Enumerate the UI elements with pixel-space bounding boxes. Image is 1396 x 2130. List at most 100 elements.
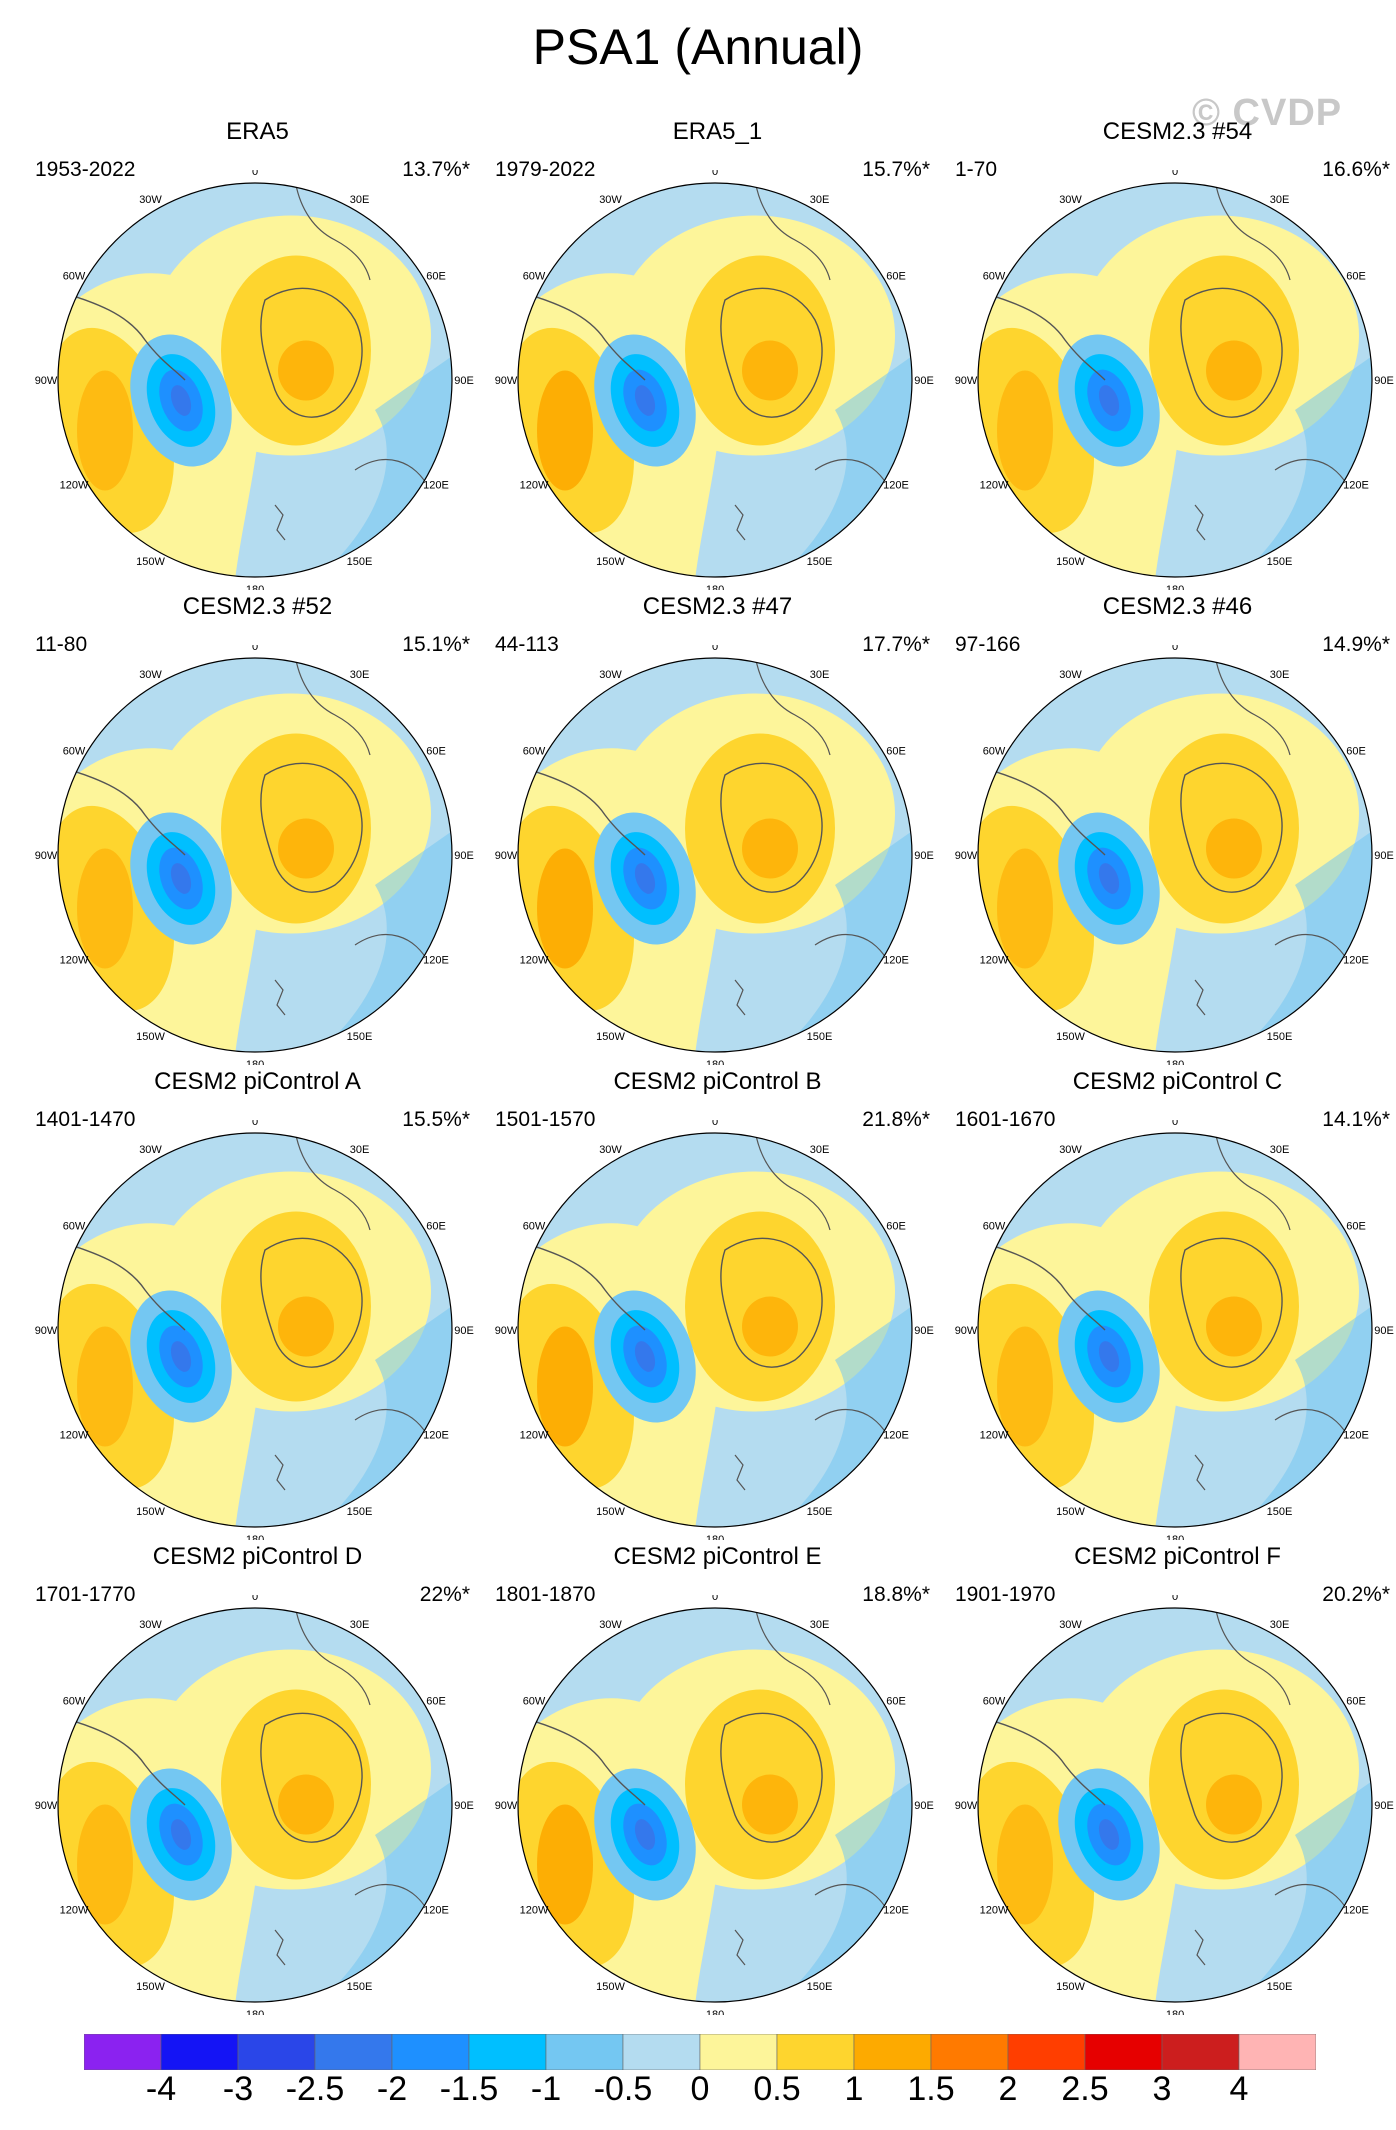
panel-percent-variance: 20.2%* [1322,1583,1390,1606]
longitude-label: 150W [596,1981,625,1993]
colorbar [84,2034,1316,2070]
longitude-label: 60W [63,271,86,283]
longitude-label: 120E [423,1905,449,1917]
polar-map: 0 30E 60E 90E 120E 150E 180 150W 120W 90W 60W 30W [35,645,474,1065]
polar-map: 0 30E 60E 90E 120E 150E 180 150W 120W 90W 60W 30W [495,1120,934,1540]
panel-years: 1701-1770 [35,1583,136,1606]
panel-years: 1901-1970 [955,1583,1056,1606]
colorbar-swatch [622,2034,701,2070]
longitude-label: 30W [1059,1144,1082,1156]
longitude-label: 150W [136,1981,165,1993]
polar-map: 0 30E 60E 90E 120E 150E 180 150W 120W 90W 60W 30W [955,1120,1394,1540]
panel-title: CESM2 piControl A [154,1068,361,1095]
longitude-label: 60W [983,271,1006,283]
longitude-label: 30W [599,194,622,206]
longitude-label: 90W [955,1325,978,1337]
map-panel: CESM2 piControl E 1801-1870 18.8%* 0 30E 60E 9… [485,1543,950,2018]
panel-percent-variance: 18.8%* [862,1583,930,1606]
colorbar-tick-label: -3 [222,2070,254,2108]
longitude-label: 90W [35,1325,58,1337]
polar-map: 0 30E 60E 90E 120E 150E 180 150W 120W 90W 60W 30W [495,1595,934,2015]
longitude-label: 90E [1374,1325,1394,1337]
panel-percent-variance: 14.9%* [1322,633,1390,656]
longitude-label: 150W [136,1031,165,1043]
longitude-label: 60E [426,271,446,283]
longitude-label: 30E [350,194,370,206]
panel-percent-variance: 14.1%* [1322,1108,1390,1131]
longitude-label: 150W [596,1506,625,1518]
colorbar-swatch [699,2034,778,2070]
panel-years: 1979-2022 [495,158,596,181]
longitude-label: 30E [810,669,830,681]
longitude-label: 120W [60,480,89,492]
map-panel: CESM2 piControl F 1901-1970 20.2%* 0 30E 60E 9… [945,1543,1396,2018]
longitude-label: 120E [1343,1430,1369,1442]
longitude-label: 30E [810,1619,830,1631]
longitude-label: 90E [914,1800,934,1812]
panel-title: CESM2 piControl B [613,1068,822,1095]
longitude-label: 180 [1166,1059,1184,1065]
longitude-label: 120E [1343,1905,1369,1917]
longitude-label: 120E [1343,480,1369,492]
longitude-label: 90E [454,1800,474,1812]
colorbar-swatch [237,2034,316,2070]
longitude-label: 120W [60,955,89,967]
longitude-label: 150W [1056,556,1085,568]
longitude-label: 30E [350,1619,370,1631]
longitude-label: 60W [63,1696,86,1708]
polar-map: 0 30E 60E 90E 120E 150E 180 150W 120W 90W 60W 30W [35,170,474,590]
map-panel: CESM2 piControl B 1501-1570 21.8%* 0 30E 60E 9… [485,1068,950,1543]
colorbar-swatch [468,2034,547,2070]
longitude-label: 60W [523,1696,546,1708]
polar-map: 0 30E 60E 90E 120E 150E 180 150W 120W 90W 60W 30W [955,645,1394,1065]
longitude-label: 30E [350,1144,370,1156]
colorbar-tick-label: -2 [376,2070,408,2108]
panel-percent-variance: 17.7%* [862,633,930,656]
polar-map: 0 30E 60E 90E 120E 150E 180 150W 120W 90W 60W 30W [35,1120,474,1540]
longitude-label: 90W [495,1800,518,1812]
longitude-label: 120W [520,480,549,492]
longitude-label: 30W [139,194,162,206]
colorbar-tick-label: 1 [844,2070,864,2108]
longitude-label: 150E [807,556,833,568]
panel-title: CESM2.3 #54 [1102,118,1253,145]
map-panel: CESM2.3 #46 97-166 14.9%* 0 30E 60E 90E 120E 150… [945,593,1396,1068]
longitude-label: 30W [139,1144,162,1156]
panel-years: 1801-1870 [495,1583,596,1606]
polar-map: 0 30E 60E 90E 120E 150E 180 150W 120W 90W 60W 30W [35,1595,474,2015]
colorbar-swatch [853,2034,932,2070]
longitude-label: 180 [706,2009,724,2015]
longitude-label: 90E [454,375,474,387]
longitude-label: 60E [886,1696,906,1708]
longitude-label: 90E [1374,375,1394,387]
panel-percent-variance: 15.7%* [862,158,930,181]
longitude-label: 60E [1346,1221,1366,1233]
polar-map: 0 30E 60E 90E 120E 150E 180 150W 120W 90W 60W 30W [495,645,934,1065]
longitude-label: 150W [1056,1031,1085,1043]
colorbar-tick-label: -1 [530,2070,562,2108]
colorbar-tick-label: -1.5 [439,2070,499,2108]
longitude-label: 150W [1056,1981,1085,1993]
colorbar-tick-label: 0 [690,2070,710,2108]
panel-percent-variance: 13.7%* [402,158,470,181]
longitude-label: 120E [883,1430,909,1442]
longitude-label: 0 [712,1595,718,1603]
colorbar-swatch [1084,2034,1163,2070]
longitude-label: 0 [712,170,718,178]
longitude-label: 90W [35,1800,58,1812]
longitude-label: 60W [63,1221,86,1233]
map-panel: CESM2.3 #52 11-80 15.1%* 0 30E 60E 90E 120E 150E… [25,593,490,1068]
longitude-label: 120W [520,955,549,967]
longitude-label: 60W [63,746,86,758]
longitude-label: 120E [883,1905,909,1917]
longitude-label: 120W [520,1905,549,1917]
panel-years: 1501-1570 [495,1108,596,1131]
longitude-label: 120W [60,1905,89,1917]
longitude-label: 30E [810,1144,830,1156]
map-panel: ERA5_1 1979-2022 15.7%* 0 30E 60E 90E 120E 150E 1… [485,118,950,593]
longitude-label: 90W [955,850,978,862]
longitude-label: 150E [807,1031,833,1043]
map-panel: CESM2.3 #54 1-70 16.6%* 0 30E 60E 90E 120E 150E 1… [945,118,1396,593]
panel-title: ERA5 [226,118,289,145]
panel-title: CESM2.3 #47 [642,593,793,620]
